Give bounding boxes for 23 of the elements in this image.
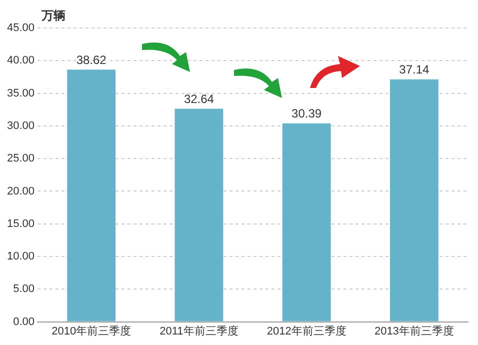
y-tick-label: 5.00 <box>13 283 35 296</box>
bar <box>282 123 331 322</box>
data-label: 38.62 <box>76 52 107 67</box>
y-tick-label: 25.00 <box>6 152 35 165</box>
y-tick-label: 10.00 <box>6 250 35 263</box>
y-tick-label: 40.00 <box>6 54 35 67</box>
y-tick-label: 15.00 <box>6 218 35 230</box>
bar <box>67 70 116 322</box>
data-label: 37.14 <box>399 62 430 77</box>
data-label: 30.39 <box>292 106 322 121</box>
bar <box>174 108 224 322</box>
y-tick-label: 30.00 <box>6 120 35 132</box>
y-tick-label: 45.00 <box>6 22 35 34</box>
y-tick-label: 35.00 <box>6 87 35 100</box>
x-tick-label: 2011年前三季度 <box>160 324 238 338</box>
x-tick-label: 2012年前三季度 <box>266 324 346 338</box>
y-tick-label: 20.00 <box>6 185 35 198</box>
x-tick-label: 2010年前三季度 <box>52 324 132 338</box>
x-tick-label: 2013年前三季度 <box>374 324 454 338</box>
data-label: 32.64 <box>184 92 214 106</box>
y-axis-title: 万辆 <box>40 8 66 22</box>
y-tick-label: 0.00 <box>13 316 35 328</box>
bar <box>390 79 438 322</box>
